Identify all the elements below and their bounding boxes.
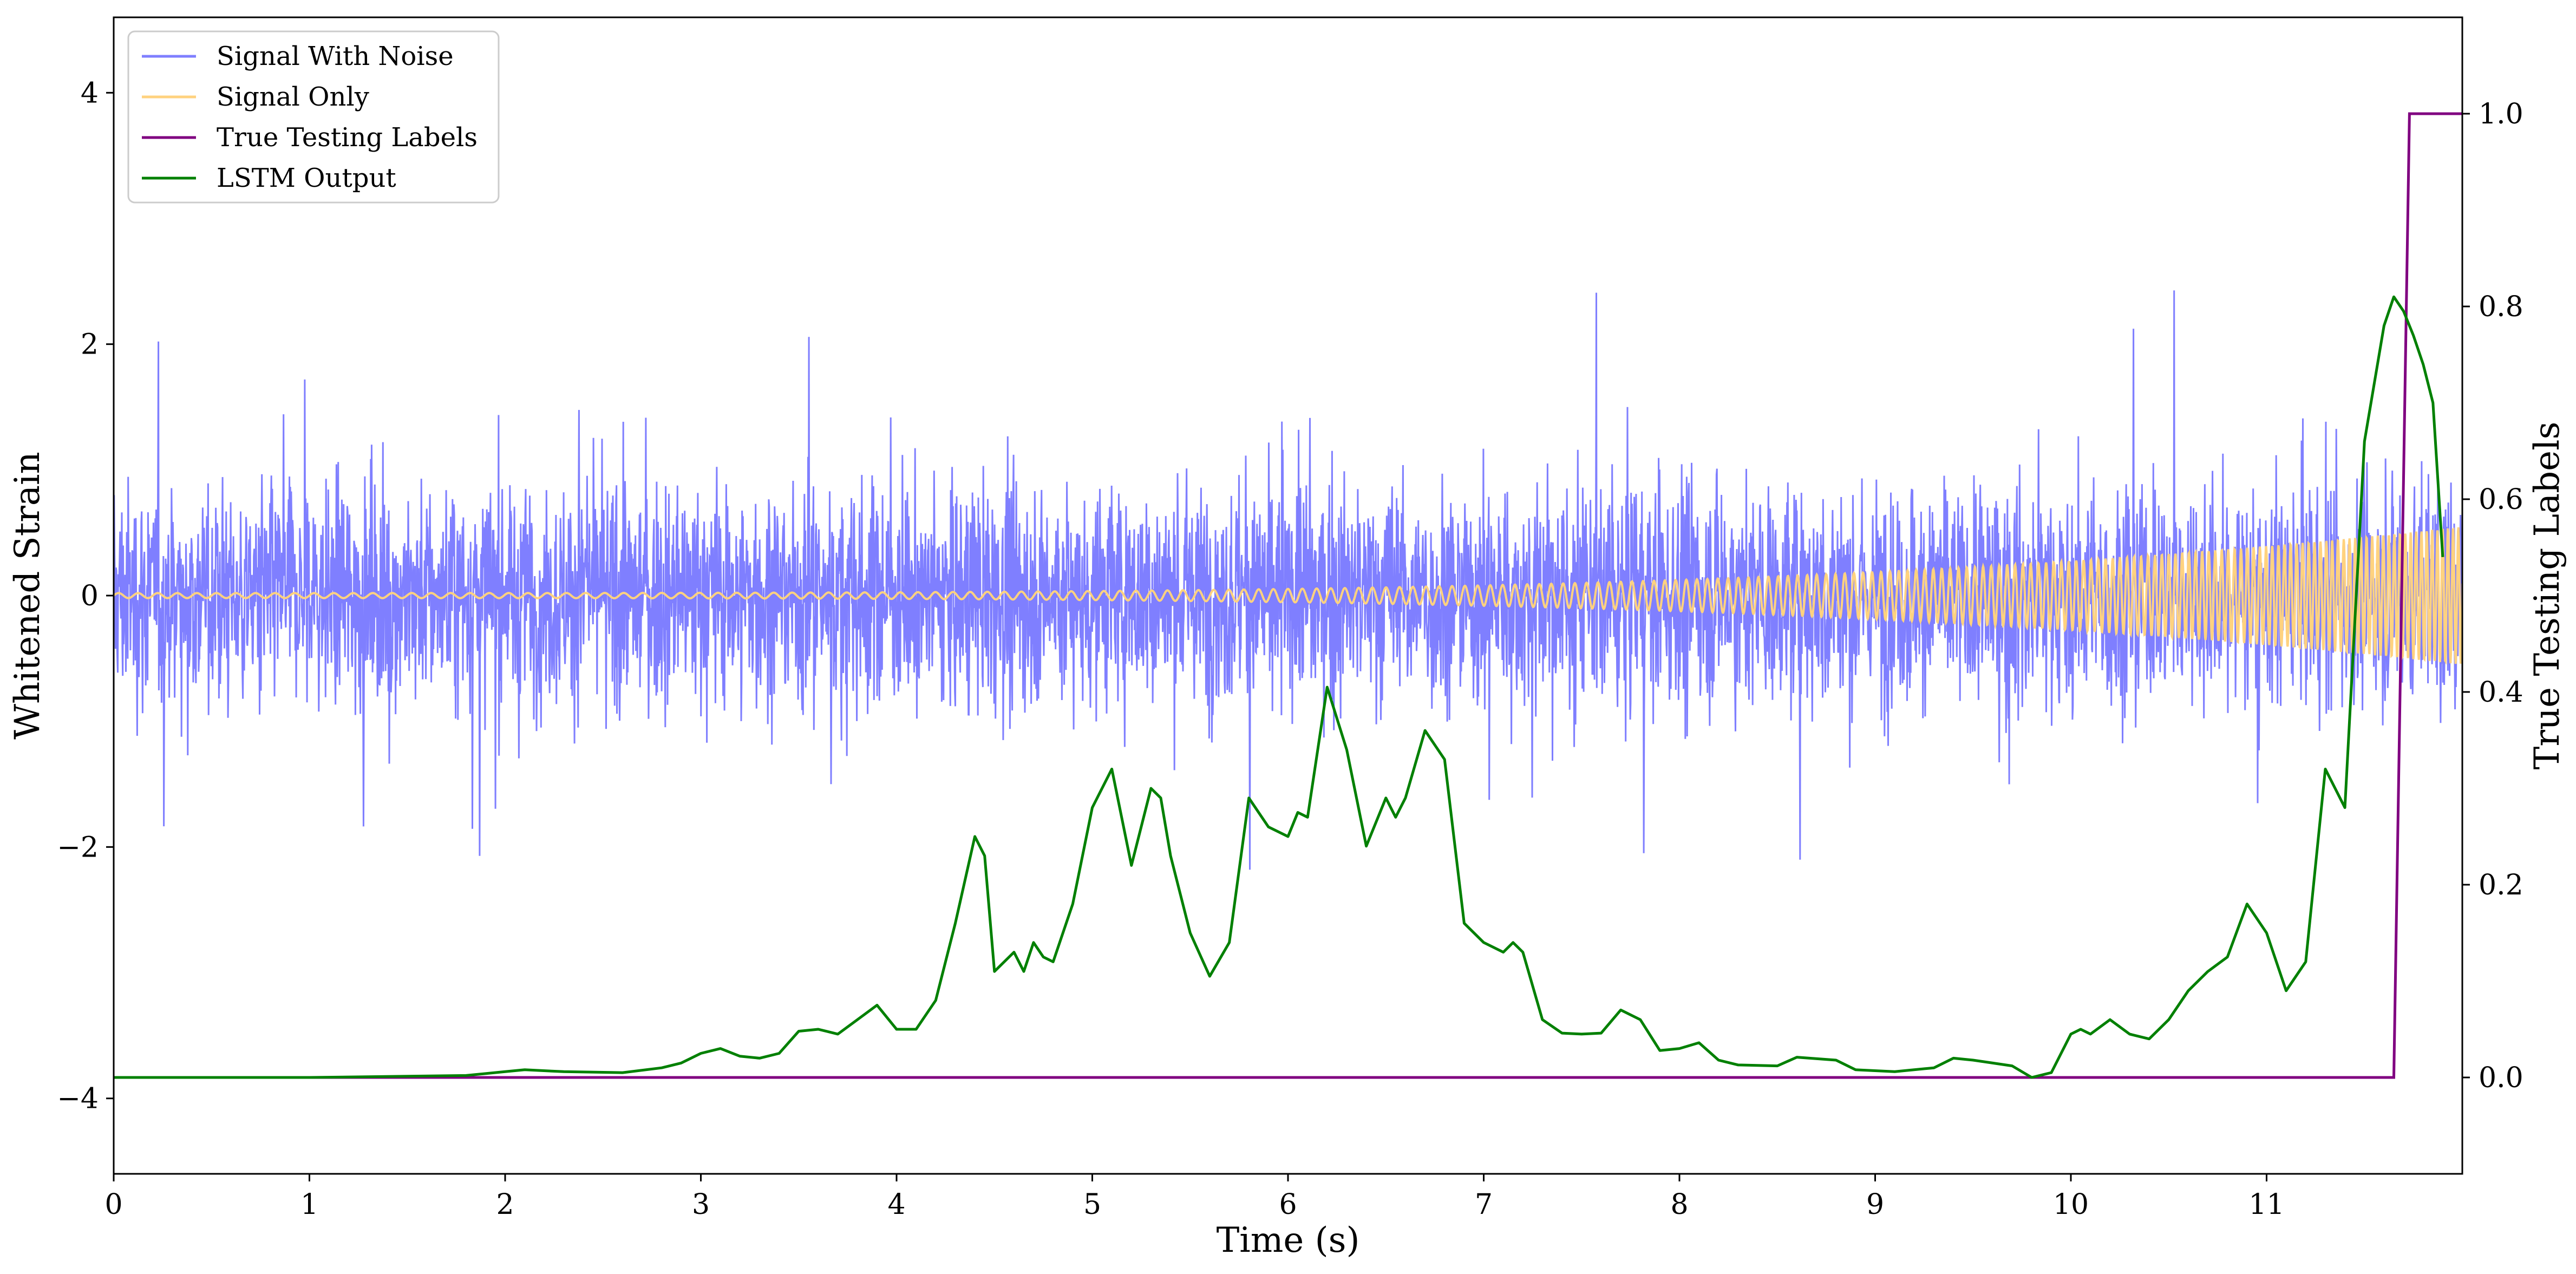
y-tick-label-right: 0.2 bbox=[2479, 869, 2523, 901]
y-tick-label-left: 4 bbox=[81, 77, 99, 109]
lstm-output-line bbox=[114, 295, 2444, 1079]
x-tick-label: 5 bbox=[1083, 1188, 1101, 1221]
plot-area bbox=[114, 112, 2462, 1079]
x-tick-label: 8 bbox=[1670, 1188, 1688, 1221]
y-tick-label-left: 2 bbox=[81, 329, 99, 361]
legend-label: Signal With Noise bbox=[217, 41, 454, 71]
x-axis-label: Time (s) bbox=[1217, 1220, 1360, 1260]
x-tick-label: 2 bbox=[496, 1188, 514, 1221]
x-tick-label: 10 bbox=[2053, 1188, 2089, 1221]
y-axis-label-right: True Testing Labels bbox=[2527, 422, 2567, 770]
legend-label: LSTM Output bbox=[217, 163, 396, 193]
x-tick-label: 1 bbox=[300, 1188, 318, 1221]
x-axis: 0 1 2 3 4 5 6 7 8 9 10 11 bbox=[104, 1174, 2285, 1221]
x-tick-label: 0 bbox=[104, 1188, 122, 1221]
true-testing-labels-series bbox=[114, 112, 2462, 1079]
y-axis-label-left: Whitened Strain bbox=[8, 452, 48, 739]
y-axis-left: −4 −2 0 2 4 bbox=[57, 77, 114, 1115]
y-tick-label-right: 0.0 bbox=[2479, 1062, 2523, 1094]
x-tick-label: 9 bbox=[1866, 1188, 1884, 1221]
y-tick-label-left: −4 bbox=[57, 1083, 99, 1115]
legend: Signal With Noise Signal Only True Testing… bbox=[127, 30, 500, 204]
legend-box bbox=[127, 30, 500, 204]
y-axis-right: 0.0 0.2 0.4 0.6 0.8 1.0 bbox=[2462, 98, 2523, 1094]
y-tick-label-right: 0.4 bbox=[2479, 676, 2523, 709]
signal-only-series bbox=[114, 527, 2462, 665]
legend-label: True Testing Labels bbox=[217, 122, 478, 153]
signal-only-line bbox=[114, 527, 2462, 665]
x-tick-label: 11 bbox=[2248, 1188, 2284, 1221]
x-tick-label: 6 bbox=[1279, 1188, 1297, 1221]
y-tick-label-right: 0.6 bbox=[2479, 484, 2523, 516]
x-tick-label: 4 bbox=[887, 1188, 905, 1221]
x-tick-label: 3 bbox=[692, 1188, 710, 1221]
lstm-output-series bbox=[114, 295, 2444, 1079]
y-tick-label-right: 1.0 bbox=[2479, 98, 2523, 130]
y-tick-label-right: 0.8 bbox=[2479, 291, 2523, 323]
true-testing-labels-line bbox=[114, 112, 2462, 1079]
y-tick-label-left: −2 bbox=[57, 831, 99, 864]
x-tick-label: 7 bbox=[1475, 1188, 1493, 1221]
legend-label: Signal Only bbox=[217, 82, 369, 112]
y-tick-label-left: 0 bbox=[81, 580, 99, 612]
